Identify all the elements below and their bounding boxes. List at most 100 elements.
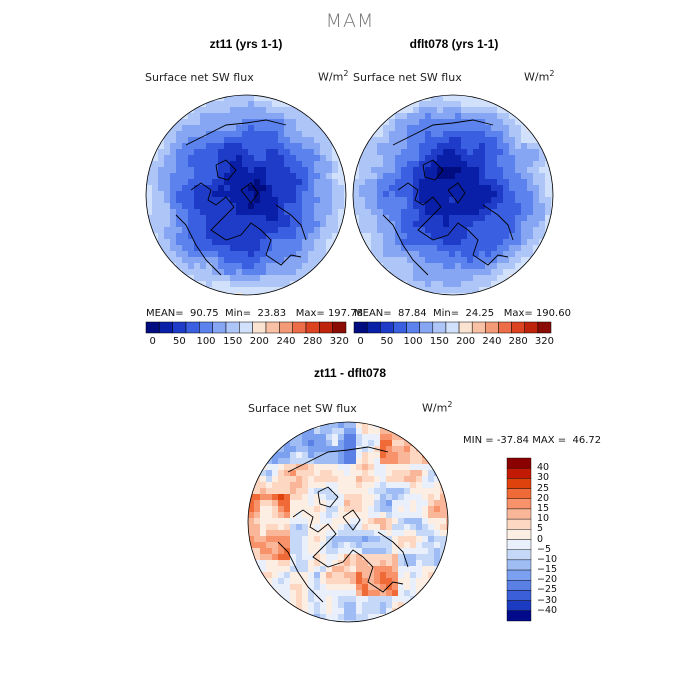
coastline: [215, 159, 237, 181]
colorbar-swatch: [185, 321, 200, 334]
coastline: [292, 509, 404, 593]
colorbar-tick-label: 100: [403, 336, 423, 347]
mean-label: MEAN=: [146, 308, 184, 319]
colorbar-tick-label: 320: [329, 336, 349, 347]
min-value: -37.84: [496, 435, 530, 446]
colorbar-swatch: [305, 321, 320, 334]
colorbar-swatch: [506, 518, 532, 530]
panel-1-title: zt11 (yrs 1-1): [209, 37, 283, 51]
coastline: [447, 182, 466, 204]
coastline: [317, 486, 339, 508]
coastline: [482, 204, 514, 241]
max-label: Max=: [503, 308, 533, 319]
panel-2-stats: MEAN= 87.84 Min= 24.25 Max= 190.60: [354, 308, 571, 319]
colorbar-swatch: [506, 539, 532, 550]
coastline: [397, 182, 509, 266]
coastline: [377, 531, 409, 568]
colorbar-swatch: [458, 321, 473, 334]
colorbar-swatch: [319, 321, 333, 334]
mean-value: 90.75: [190, 308, 219, 319]
coastline: [185, 119, 287, 146]
colorbar-swatch: [506, 580, 532, 591]
colorbar-tick-label: 5: [537, 523, 544, 535]
colorbar-swatch: [524, 321, 539, 334]
colorbar-tick-label: 280: [303, 336, 323, 347]
colorbar-swatch: [212, 321, 227, 334]
colorbar-swatch: [393, 321, 407, 334]
colorbar-swatch: [485, 321, 499, 334]
coastline: [422, 159, 444, 181]
colorbar-swatch: [471, 321, 486, 334]
panel-3-title: zt11 - dflt078: [313, 366, 387, 380]
colorbar-tick-label: 100: [196, 336, 216, 347]
colorbar-swatch: [506, 467, 532, 479]
colorbar-tick-label: 30: [537, 472, 550, 484]
coastline: [342, 509, 361, 531]
colorbar-swatch: [506, 590, 532, 601]
min-label: Min=: [433, 308, 460, 319]
colorbar-swatch: [199, 321, 213, 334]
panel-1-stats: MEAN= 90.75 Min= 23.83 Max= 197.78: [146, 308, 363, 319]
colorbar-swatch: [252, 321, 267, 334]
colorbar-tick-label: −25: [537, 584, 558, 596]
colorbar-swatch: [445, 321, 460, 334]
colorbar-swatch: [506, 610, 532, 622]
panel-1-units: W/m2: [318, 69, 349, 84]
max-value: 46.72: [572, 435, 602, 446]
colorbar-swatches: [506, 457, 532, 622]
colorbar-swatch: [406, 321, 420, 334]
colorbar-tick-label: 240: [276, 336, 296, 347]
colorbar-swatch: [506, 600, 532, 612]
colorbar-tick-label: 20: [537, 492, 550, 504]
colorbar-swatch: [432, 321, 447, 334]
colorbar-swatch: [279, 321, 293, 334]
map-1-field: [145, 94, 347, 296]
colorbar-swatch: [506, 478, 532, 489]
colorbar-swatch: [292, 321, 307, 334]
colorbar-swatch: [353, 321, 368, 334]
colorbar-swatch: [511, 321, 525, 334]
colorbar-tick-label: 10: [537, 513, 550, 525]
colorbar-swatch: [506, 508, 532, 520]
panel-3-units: W/m2: [422, 400, 453, 415]
map-1-outline: [145, 94, 347, 296]
colorbar-swatch: [506, 498, 532, 510]
colorbar-swatch: [172, 321, 187, 334]
colorbar-swatch: [537, 321, 552, 334]
panel-1-variable: Surface net SW flux: [145, 71, 254, 84]
colorbar-tick-label: −30: [537, 594, 558, 606]
colorbar-tick-label: 200: [249, 336, 269, 347]
colorbar-tick-label: 0: [537, 533, 544, 545]
colorbar-tick-label: 40: [537, 462, 550, 474]
colorbar-swatch: [419, 321, 434, 334]
colorbar-tick-label: 0: [149, 336, 156, 347]
colorbar-swatch: [506, 559, 532, 571]
panel-2-variable: Surface net SW flux: [353, 71, 462, 84]
colorbar-tick-label: −15: [537, 564, 558, 576]
map-2-outline: [352, 94, 554, 296]
coastline: [287, 446, 389, 473]
colorbar-swatch: [332, 321, 347, 334]
colorbar-swatch: [225, 321, 240, 334]
coastline: [275, 204, 307, 241]
figure-title: MAM: [325, 10, 375, 32]
mean-value: 87.84: [398, 308, 427, 319]
max-value: 197.78: [327, 308, 363, 319]
colorbar-tick-label: 0: [357, 336, 364, 347]
colorbar-tick-label: −10: [537, 553, 558, 565]
coastline: [277, 541, 324, 603]
colorbar-tick-label: −5: [537, 543, 552, 555]
colorbar-swatch: [239, 321, 253, 334]
colorbar-tick-label: 280: [508, 336, 528, 347]
colorbar-tick-label: −40: [537, 604, 558, 616]
coastline: [240, 182, 259, 204]
colorbar-tick-label: 320: [534, 336, 554, 347]
coastline: [382, 214, 429, 276]
colorbar-swatch: [159, 321, 173, 334]
min-value: 23.83: [257, 308, 287, 319]
colorbar-swatch: [506, 569, 532, 581]
panel-2-units: W/m2: [524, 69, 555, 84]
colorbar-tick-label: 15: [537, 502, 550, 514]
panel-2-title: dflt078 (yrs 1-1): [409, 37, 499, 51]
colorbar-swatch: [506, 457, 532, 469]
